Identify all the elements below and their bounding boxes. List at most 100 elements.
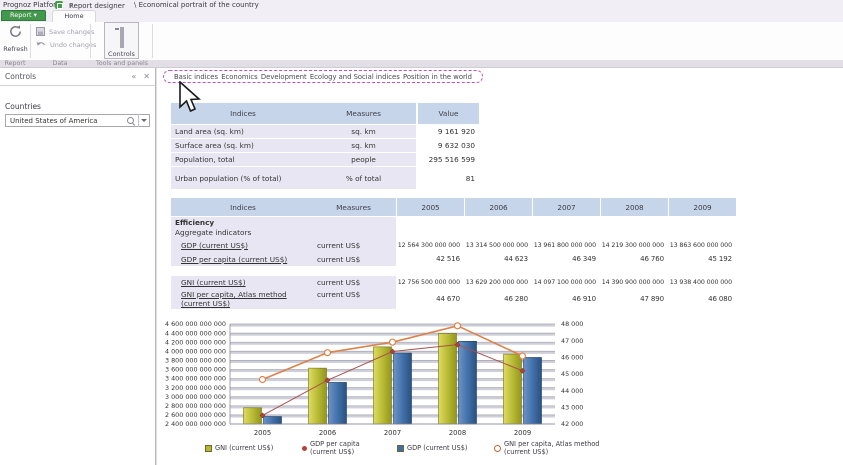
col-indices: Indices — [171, 103, 311, 124]
app-logo-icon — [55, 1, 63, 9]
table-header-row: Indices Measures Value — [171, 103, 479, 124]
svg-text:2006: 2006 — [319, 429, 336, 437]
group-label-tools: Tools and panels — [95, 60, 149, 67]
col-measures: Measures — [311, 103, 416, 124]
svg-text:13 400 000 000 000: 13 400 000 000 000 — [165, 375, 226, 383]
chevron-down-icon[interactable] — [138, 114, 149, 127]
app-name: Prognoz Platform — [3, 1, 63, 9]
svg-text:2007: 2007 — [384, 429, 401, 437]
gdp-per-capita-marker-icon — [302, 445, 307, 451]
controls-toggle-button[interactable]: Controls — [104, 22, 139, 59]
svg-text:2005: 2005 — [254, 429, 271, 437]
ribbon: Refresh Save changes Undo changes Contro… — [0, 22, 843, 60]
mouse-cursor-icon — [179, 81, 201, 113]
svg-text:13 600 000 000 000: 13 600 000 000 000 — [165, 366, 226, 374]
close-panel-icon[interactable]: ✕ — [143, 72, 150, 81]
table-header-row: Indices Measures 2005 2006 2007 2008 200… — [171, 198, 736, 216]
countries-combobox[interactable]: United States of America — [5, 114, 150, 127]
tab-position-world[interactable]: Position in the world — [402, 72, 472, 81]
svg-text:42 000: 42 000 — [561, 420, 583, 428]
svg-text:47 000: 47 000 — [561, 337, 583, 345]
breadcrumb: \ Economical portrait of the country — [134, 1, 259, 9]
section-row: Efficiency — [171, 217, 736, 227]
table-row: Surface area (sq. km) sq. km 9 632 030 — [171, 139, 479, 152]
tab-economics[interactable]: Economics — [221, 72, 258, 81]
svg-text:44 000: 44 000 — [561, 387, 583, 395]
tab-basic-indices[interactable]: Basic indices — [174, 72, 219, 81]
svg-text:12 800 000 000 000: 12 800 000 000 000 — [165, 402, 226, 410]
controls-panel-body: Countries United States of America — [0, 85, 155, 127]
col-indices: Indices — [171, 198, 311, 216]
svg-text:14 400 000 000 000: 14 400 000 000 000 — [165, 329, 226, 337]
collapse-panel-icon[interactable]: « — [131, 72, 137, 81]
gdp-per-capita-link[interactable]: GDP per capita (current US$) — [181, 254, 288, 264]
col-2009: 2009 — [668, 198, 736, 216]
svg-text:13 000 000 000 000: 13 000 000 000 000 — [165, 393, 226, 401]
controls-panel-title: Controls — [5, 72, 37, 81]
svg-text:2008: 2008 — [449, 429, 466, 437]
svg-text:2009: 2009 — [514, 429, 531, 437]
legend-item-gdp: GDP (current US$) — [397, 444, 485, 452]
col-measures: Measures — [311, 198, 396, 216]
subsection-row: Aggregate indicators — [171, 227, 736, 238]
basic-indices-table: Indices Measures Value Land area (sq. km… — [171, 103, 479, 190]
svg-text:12 400 000 000 000: 12 400 000 000 000 — [165, 420, 226, 428]
svg-text:43 000: 43 000 — [561, 404, 583, 412]
ribbon-separator — [152, 24, 153, 58]
undo-changes-button[interactable]: Undo changes — [36, 39, 96, 50]
controls-panel-header: Controls « ✕ — [0, 68, 155, 85]
svg-text:14 200 000 000 000: 14 200 000 000 000 — [165, 338, 226, 346]
table-row: GDP per capita (current US$) current US$… — [171, 252, 736, 266]
svg-text:48 000: 48 000 — [561, 320, 583, 328]
table-row: Land area (sq. km) sq. km 9 161 920 — [171, 125, 479, 138]
svg-text:13 200 000 000 000: 13 200 000 000 000 — [165, 384, 226, 392]
countries-value: United States of America — [10, 116, 98, 125]
col-2007: 2007 — [532, 198, 600, 216]
col-2006: 2006 — [464, 198, 532, 216]
col-value: Value — [416, 103, 479, 124]
gni-per-capita-marker-icon — [494, 444, 501, 452]
content-area: Controls « ✕ Countries United States of … — [0, 68, 843, 465]
controls-icon — [119, 27, 124, 48]
chart-legend: GNI (current US$) GDP per capita (curren… — [205, 440, 599, 456]
report-menu-button[interactable]: Report ▾ — [1, 10, 46, 21]
gni-per-capita-link[interactable]: GNI per capita, Atlas method (current US… — [181, 290, 287, 309]
ribbon-group-strip: Report Data Tools and panels — [0, 60, 843, 68]
refresh-icon — [10, 25, 21, 37]
tab-development[interactable]: Development — [260, 72, 307, 81]
col-2005: 2005 — [396, 198, 464, 216]
gdp-link[interactable]: GDP (current US$) — [181, 240, 248, 250]
tab-home[interactable]: Home — [52, 10, 96, 22]
table-row: GDP (current US$) current US$ 12 564 300… — [171, 238, 736, 252]
tab-ecology-social[interactable]: Ecology and Social indices — [309, 72, 400, 81]
countries-label: Countries — [5, 102, 41, 111]
spacer-row — [171, 266, 736, 276]
legend-item-gni: GNI (current US$) — [205, 444, 293, 452]
efficiency-table: Indices Measures 2005 2006 2007 2008 200… — [171, 198, 736, 309]
report-canvas: Basic indices Economics Development Ecol… — [156, 68, 843, 465]
gdp-bar-swatch-icon — [397, 444, 404, 452]
ribbon-tab-row: Report ▾ Home — [0, 10, 843, 22]
sheet-tabstrip: Basic indices Economics Development Ecol… — [163, 70, 483, 83]
combo-chart: 14 600 000 000 000 14 400 000 000 000 14 2… — [161, 318, 595, 440]
undo-icon — [36, 41, 46, 46]
svg-text:14 000 000 000 000: 14 000 000 000 000 — [165, 347, 226, 355]
col-2008: 2008 — [600, 198, 668, 216]
svg-text:13 800 000 000 000: 13 800 000 000 000 — [165, 357, 226, 365]
refresh-button[interactable]: Refresh — [2, 24, 29, 58]
chevron-down-icon: ▾ — [69, 2, 73, 10]
legend-item-gni-per-capita: GNI per capita, Atlas method (current US… — [494, 440, 604, 456]
save-changes-button[interactable]: Save changes — [36, 26, 94, 37]
legend-item-gdp-per-capita: GDP per capita (current US$) — [302, 440, 388, 456]
gni-link[interactable]: GNI (current US$) — [181, 278, 246, 287]
table-row: Urban population (% of total) % of total… — [171, 167, 479, 189]
group-label-data: Data — [52, 60, 68, 67]
gni-bar-swatch-icon — [205, 444, 212, 452]
svg-text:12 600 000 000 000: 12 600 000 000 000 — [165, 411, 226, 419]
table-row: GNI per capita, Atlas method (current US… — [171, 289, 736, 309]
search-icon[interactable] — [126, 116, 136, 126]
svg-text:46 000: 46 000 — [561, 354, 583, 362]
title-bar: Prognoz Platform Report designer ▾ \ Eco… — [0, 0, 843, 10]
group-label-report: Report — [4, 60, 26, 67]
